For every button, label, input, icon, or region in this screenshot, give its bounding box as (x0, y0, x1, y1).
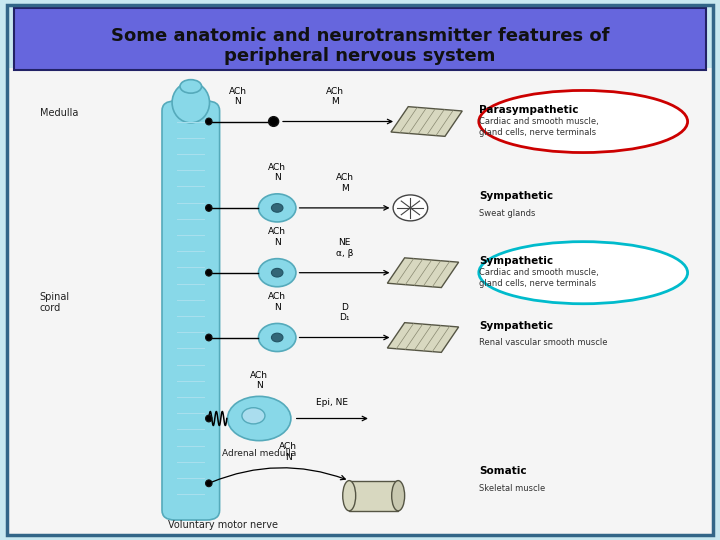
Ellipse shape (343, 481, 356, 511)
Text: ACh
N: ACh N (268, 163, 287, 182)
Text: ACh
M: ACh M (325, 87, 344, 106)
Text: Parasympathetic: Parasympathetic (479, 105, 578, 114)
Text: Voluntary motor nerve: Voluntary motor nerve (168, 520, 278, 530)
Ellipse shape (393, 195, 428, 221)
Ellipse shape (172, 82, 210, 123)
Text: ACh
N: ACh N (268, 292, 287, 312)
Text: Somatic: Somatic (479, 467, 526, 476)
Ellipse shape (206, 415, 212, 422)
Ellipse shape (206, 118, 212, 125)
Ellipse shape (180, 80, 202, 93)
Ellipse shape (206, 480, 212, 487)
Ellipse shape (258, 194, 296, 222)
Text: Renal vascular smooth muscle: Renal vascular smooth muscle (479, 339, 607, 347)
Ellipse shape (206, 205, 212, 211)
Polygon shape (391, 106, 462, 136)
Text: ACh
N: ACh N (251, 371, 268, 390)
Text: Adrenal medulla: Adrenal medulla (222, 449, 297, 458)
FancyBboxPatch shape (7, 68, 713, 535)
Ellipse shape (271, 204, 283, 212)
Text: Sympathetic: Sympathetic (479, 321, 553, 330)
Ellipse shape (479, 90, 688, 152)
Text: ACh
M: ACh M (336, 173, 354, 193)
Ellipse shape (242, 408, 265, 424)
Text: Epi, NE: Epi, NE (316, 397, 348, 407)
Text: Spinal
cord: Spinal cord (40, 292, 70, 313)
FancyBboxPatch shape (14, 8, 706, 70)
Ellipse shape (479, 241, 688, 303)
Text: D
D₁: D D₁ (339, 303, 350, 322)
Text: ACh
N: ACh N (268, 227, 287, 247)
Text: Cardiac and smooth muscle,
gland cells, nerve terminals: Cardiac and smooth muscle, gland cells, … (479, 268, 598, 288)
Text: ACh
N: ACh N (279, 442, 297, 462)
Ellipse shape (392, 481, 405, 511)
Text: Sweat glands: Sweat glands (479, 209, 535, 218)
Text: Some anatomic and neurotransmitter features of: Some anatomic and neurotransmitter featu… (111, 27, 609, 45)
FancyBboxPatch shape (162, 101, 220, 520)
Text: Sympathetic: Sympathetic (479, 191, 553, 201)
Ellipse shape (271, 268, 283, 277)
Ellipse shape (228, 396, 291, 441)
Ellipse shape (258, 323, 296, 352)
Ellipse shape (258, 259, 296, 287)
Ellipse shape (269, 117, 279, 126)
Text: NE
α, β: NE α, β (336, 238, 354, 258)
Polygon shape (387, 258, 459, 287)
Ellipse shape (206, 269, 212, 276)
Ellipse shape (206, 334, 212, 341)
Text: peripheral nervous system: peripheral nervous system (225, 47, 495, 65)
Text: Cardiac and smooth muscle,
gland cells, nerve terminals: Cardiac and smooth muscle, gland cells, … (479, 117, 598, 137)
Text: Medulla: Medulla (40, 109, 78, 118)
Polygon shape (387, 322, 459, 353)
Text: Skeletal muscle: Skeletal muscle (479, 484, 545, 493)
Text: Sympathetic: Sympathetic (479, 256, 553, 266)
Text: ACh
N: ACh N (229, 87, 246, 106)
Ellipse shape (271, 333, 283, 342)
Polygon shape (349, 481, 398, 511)
